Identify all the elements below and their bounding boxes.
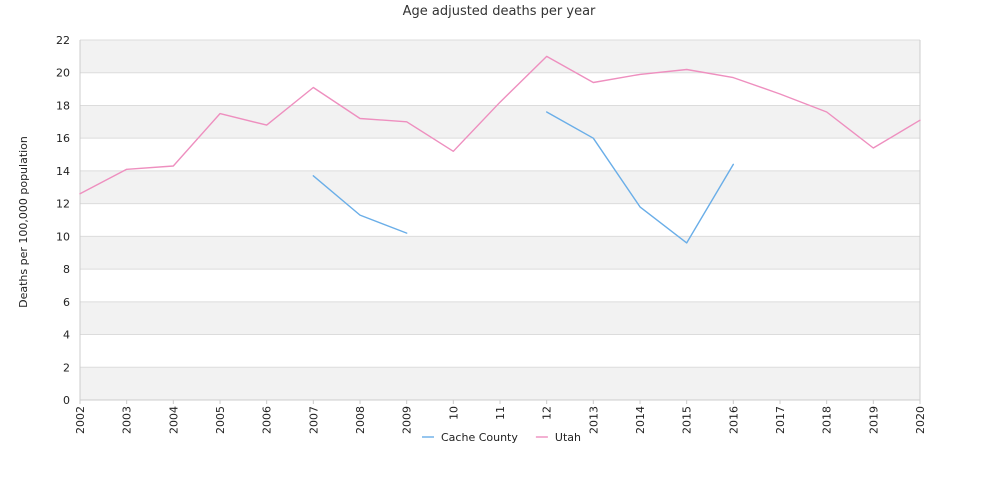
y-tick-label: 4 <box>63 329 70 342</box>
x-tick-label: 2008 <box>354 406 367 434</box>
series-line-cache-county <box>546 111 734 244</box>
x-tick-label: 2003 <box>121 406 134 434</box>
x-tick-label: 2007 <box>307 406 320 434</box>
y-axis-ticks: 0 2 4 6 8 10 12 14 16 18 20 22 <box>56 34 70 407</box>
legend-item-utah[interactable]: Utah <box>535 431 581 444</box>
grid-band <box>80 236 920 270</box>
chart-title: Age adjusted deaths per year <box>403 4 596 19</box>
x-tick-label: 2002 <box>74 406 87 434</box>
y-tick-label: 2 <box>63 361 70 374</box>
grid-band <box>80 301 920 335</box>
x-tick-label: 2006 <box>261 406 274 434</box>
legend[interactable]: Cache County Utah <box>422 431 581 444</box>
series-line-utah <box>79 55 921 195</box>
grid-band <box>80 40 920 73</box>
background-bands <box>80 40 920 400</box>
x-tick-label: 2005 <box>214 406 227 434</box>
x-tick-label: 11 <box>494 406 507 420</box>
x-tick-label: 2013 <box>587 406 600 434</box>
y-tick-label: 20 <box>56 67 70 80</box>
y-tick-label: 6 <box>63 296 70 309</box>
x-tick-label: 2020 <box>914 406 927 434</box>
y-tick-label: 22 <box>56 34 70 47</box>
y-tick-label: 10 <box>56 230 70 243</box>
x-tick-label: 2004 <box>167 406 180 434</box>
x-tick-label: 2018 <box>821 406 834 434</box>
y-tick-label: 12 <box>56 198 70 211</box>
x-tick-label: 12 <box>541 406 554 420</box>
x-tick-label: 2014 <box>634 406 647 434</box>
gridlines <box>80 39 920 401</box>
y-tick-label: 18 <box>56 99 70 112</box>
y-tick-label: 14 <box>56 165 70 178</box>
x-tick-label: 2017 <box>774 406 787 434</box>
x-tick-label: 2019 <box>867 406 880 434</box>
x-tick-label: 2016 <box>727 406 740 434</box>
y-axis-label: Deaths per 100,000 population <box>17 136 30 308</box>
series-lines <box>79 55 921 244</box>
legend-label: Utah <box>555 431 581 444</box>
grid-band <box>80 105 920 139</box>
x-tick-label: 2009 <box>401 406 414 434</box>
series-line-cache-county <box>312 175 408 234</box>
legend-item-cache-county[interactable]: Cache County <box>422 431 518 444</box>
y-tick-label: 8 <box>63 263 70 276</box>
x-axis-ticks: 2002 2003 2004 2005 2006 2007 2008 2009 10 11 12 20… <box>74 400 927 434</box>
y-tick-label: 0 <box>63 394 70 407</box>
x-tick-label: 10 <box>447 406 460 420</box>
grid-band <box>80 170 920 204</box>
x-tick-label: 2015 <box>681 406 694 434</box>
y-tick-label: 16 <box>56 132 70 145</box>
legend-label: Cache County <box>441 431 518 444</box>
grid-band <box>80 367 920 400</box>
